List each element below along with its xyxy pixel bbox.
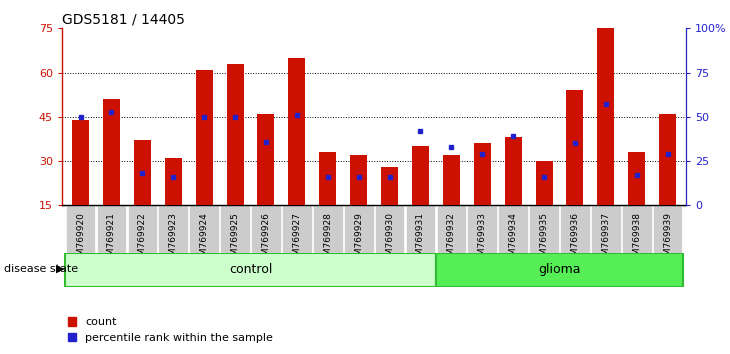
Text: ▶: ▶ bbox=[55, 264, 64, 274]
FancyBboxPatch shape bbox=[96, 205, 126, 253]
FancyBboxPatch shape bbox=[653, 205, 683, 253]
Bar bbox=[103, 99, 120, 205]
FancyBboxPatch shape bbox=[282, 205, 312, 253]
Bar bbox=[412, 146, 429, 205]
Text: GSM769921: GSM769921 bbox=[107, 212, 116, 267]
Bar bbox=[319, 152, 337, 205]
Bar bbox=[165, 158, 182, 205]
Text: GSM769938: GSM769938 bbox=[632, 212, 641, 268]
Bar bbox=[381, 167, 398, 205]
Bar bbox=[474, 143, 491, 205]
Text: control: control bbox=[228, 263, 272, 276]
Bar bbox=[659, 114, 676, 205]
Text: GSM769939: GSM769939 bbox=[663, 212, 672, 268]
Text: GDS5181 / 14405: GDS5181 / 14405 bbox=[62, 12, 185, 27]
Text: GSM769934: GSM769934 bbox=[509, 212, 518, 267]
Text: glioma: glioma bbox=[538, 263, 581, 276]
Bar bbox=[350, 155, 367, 205]
FancyBboxPatch shape bbox=[189, 205, 219, 253]
FancyBboxPatch shape bbox=[374, 205, 404, 253]
Bar bbox=[597, 28, 615, 205]
Legend: count, percentile rank within the sample: count, percentile rank within the sample bbox=[68, 317, 273, 343]
FancyBboxPatch shape bbox=[220, 205, 250, 253]
Text: GSM769929: GSM769929 bbox=[354, 212, 364, 267]
Bar bbox=[134, 141, 151, 205]
Text: GSM769925: GSM769925 bbox=[231, 212, 239, 267]
Text: disease state: disease state bbox=[4, 264, 78, 274]
Bar bbox=[72, 120, 89, 205]
FancyBboxPatch shape bbox=[622, 205, 652, 253]
Text: GSM769928: GSM769928 bbox=[323, 212, 332, 267]
Text: GSM769926: GSM769926 bbox=[261, 212, 271, 267]
Text: GSM769920: GSM769920 bbox=[76, 212, 85, 267]
FancyBboxPatch shape bbox=[344, 205, 374, 253]
Bar bbox=[196, 70, 212, 205]
FancyBboxPatch shape bbox=[128, 205, 157, 253]
Text: GSM769931: GSM769931 bbox=[416, 212, 425, 268]
Text: GSM769924: GSM769924 bbox=[200, 212, 209, 267]
Text: GSM769936: GSM769936 bbox=[570, 212, 580, 268]
Bar bbox=[288, 58, 305, 205]
FancyBboxPatch shape bbox=[437, 205, 466, 253]
FancyBboxPatch shape bbox=[591, 205, 620, 253]
Text: GSM769937: GSM769937 bbox=[602, 212, 610, 268]
FancyBboxPatch shape bbox=[66, 205, 96, 253]
Bar bbox=[536, 161, 553, 205]
FancyBboxPatch shape bbox=[313, 205, 342, 253]
Text: GSM769923: GSM769923 bbox=[169, 212, 178, 267]
Bar bbox=[258, 114, 274, 205]
FancyBboxPatch shape bbox=[251, 205, 281, 253]
Bar bbox=[504, 137, 522, 205]
FancyBboxPatch shape bbox=[436, 253, 683, 287]
Text: GSM769930: GSM769930 bbox=[385, 212, 394, 268]
FancyBboxPatch shape bbox=[65, 253, 436, 287]
FancyBboxPatch shape bbox=[406, 205, 435, 253]
Bar bbox=[226, 64, 244, 205]
FancyBboxPatch shape bbox=[529, 205, 559, 253]
Text: GSM769932: GSM769932 bbox=[447, 212, 456, 267]
Text: GSM769922: GSM769922 bbox=[138, 212, 147, 267]
Bar bbox=[443, 155, 460, 205]
Text: GSM769935: GSM769935 bbox=[539, 212, 548, 268]
FancyBboxPatch shape bbox=[560, 205, 590, 253]
Bar bbox=[566, 90, 583, 205]
Bar bbox=[629, 152, 645, 205]
FancyBboxPatch shape bbox=[158, 205, 188, 253]
Text: GSM769933: GSM769933 bbox=[477, 212, 487, 268]
FancyBboxPatch shape bbox=[499, 205, 528, 253]
Text: GSM769927: GSM769927 bbox=[293, 212, 301, 267]
FancyBboxPatch shape bbox=[467, 205, 497, 253]
